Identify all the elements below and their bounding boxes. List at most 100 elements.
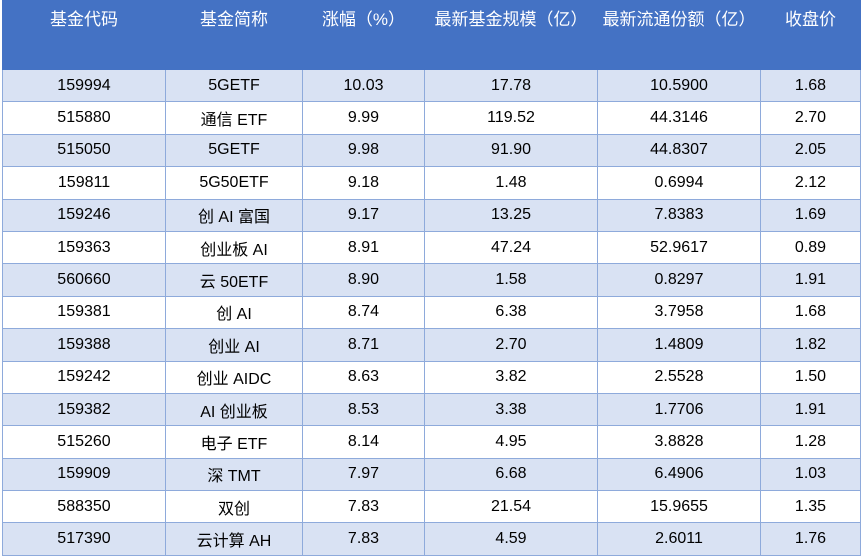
table-row: 159382 AI 创业板 8.53 3.38 1.7706 1.91 — [2, 392, 861, 427]
table-cell: 2.70 — [760, 101, 861, 135]
table-cell: 3.7958 — [597, 295, 761, 330]
header-cell: 收盘价 — [760, 0, 861, 70]
table-cell: 6.38 — [424, 295, 598, 330]
header-row: 基金代码 基金简称 涨幅（%） 最新基金规模（亿） 最新流通份额（亿） 收盘价 — [2, 0, 861, 70]
table-cell: 创业 AIDC — [165, 360, 303, 394]
table-row: 159994 5GETF 10.03 17.78 10.5900 1.68 — [2, 68, 861, 103]
table-row: 515880 通信 ETF 9.99 119.52 44.3146 2.70 — [2, 101, 861, 135]
table-row: 159246 创 AI 富国 9.17 13.25 7.8383 1.69 — [2, 198, 861, 232]
table-cell: 0.8297 — [597, 263, 761, 297]
table-cell: 52.9617 — [597, 230, 761, 265]
table-cell: 44.3146 — [597, 101, 761, 135]
table-cell: 159994 — [2, 68, 166, 103]
table-cell: 1.68 — [760, 295, 861, 330]
table-row: 159381 创 AI 8.74 6.38 3.7958 1.68 — [2, 295, 861, 330]
table-cell: 2.05 — [760, 133, 861, 168]
table-cell: 2.6011 — [597, 522, 761, 556]
table-cell: 8.14 — [302, 425, 425, 459]
table-cell: 1.69 — [760, 198, 861, 232]
table-cell: 159381 — [2, 295, 166, 330]
table-cell: 8.90 — [302, 263, 425, 297]
table-cell: 8.53 — [302, 392, 425, 427]
table-cell: 1.82 — [760, 328, 861, 362]
table-cell: 0.89 — [760, 230, 861, 265]
table-cell: 515260 — [2, 425, 166, 459]
table-cell: 2.12 — [760, 166, 861, 200]
table-row: 159388 创业 AI 8.71 2.70 1.4809 1.82 — [2, 328, 861, 362]
table-row: 515050 5GETF 9.98 91.90 44.8307 2.05 — [2, 133, 861, 168]
table-cell: 517390 — [2, 522, 166, 556]
table-cell: 1.50 — [760, 360, 861, 394]
table-cell: 15.9655 — [597, 490, 761, 524]
table-cell: 2.5528 — [597, 360, 761, 394]
table-cell: 7.97 — [302, 457, 425, 492]
table-cell: 515880 — [2, 101, 166, 135]
table-cell: 9.18 — [302, 166, 425, 200]
table-cell: 创业 AI — [165, 328, 303, 362]
table-cell: 8.91 — [302, 230, 425, 265]
table-cell: 7.83 — [302, 522, 425, 556]
table-row: 515260 电子 ETF 8.14 4.95 3.8828 1.28 — [2, 425, 861, 459]
header-cell: 涨幅（%） — [302, 0, 425, 70]
table-cell: 3.82 — [424, 360, 598, 394]
table-cell: 5GETF — [165, 133, 303, 168]
table-cell: 4.95 — [424, 425, 598, 459]
table-row: 159811 5G50ETF 9.18 1.48 0.6994 2.12 — [2, 166, 861, 200]
table-cell: 8.74 — [302, 295, 425, 330]
table-cell: 7.83 — [302, 490, 425, 524]
table-cell: 5G50ETF — [165, 166, 303, 200]
table-cell: 159363 — [2, 230, 166, 265]
table-cell: 0.6994 — [597, 166, 761, 200]
table-cell: 13.25 — [424, 198, 598, 232]
table-cell: 159909 — [2, 457, 166, 492]
table-cell: 1.35 — [760, 490, 861, 524]
table-cell: 1.03 — [760, 457, 861, 492]
table-cell: 2.70 — [424, 328, 598, 362]
table-cell: 3.8828 — [597, 425, 761, 459]
table-cell: 1.48 — [424, 166, 598, 200]
table-cell: 159246 — [2, 198, 166, 232]
table-cell: 9.99 — [302, 101, 425, 135]
table-cell: 6.4906 — [597, 457, 761, 492]
table-cell: 1.4809 — [597, 328, 761, 362]
table-cell: 10.03 — [302, 68, 425, 103]
table-cell: 10.5900 — [597, 68, 761, 103]
table-cell: 9.98 — [302, 133, 425, 168]
table-cell: 560660 — [2, 263, 166, 297]
table-cell: 17.78 — [424, 68, 598, 103]
table-row: 159363 创业板 AI 8.91 47.24 52.9617 0.89 — [2, 230, 861, 265]
table-cell: 1.91 — [760, 263, 861, 297]
table-cell: 159382 — [2, 392, 166, 427]
table-cell: 515050 — [2, 133, 166, 168]
table-cell: 47.24 — [424, 230, 598, 265]
table-cell: 创业板 AI — [165, 230, 303, 265]
table-cell: 159811 — [2, 166, 166, 200]
table-cell: 创 AI — [165, 295, 303, 330]
table-cell: 6.68 — [424, 457, 598, 492]
table-cell: 159388 — [2, 328, 166, 362]
table-cell: 1.7706 — [597, 392, 761, 427]
table-row: 588350 双创 7.83 21.54 15.9655 1.35 — [2, 490, 861, 524]
table-cell: 云 50ETF — [165, 263, 303, 297]
table-cell: 通信 ETF — [165, 101, 303, 135]
table-cell: 44.8307 — [597, 133, 761, 168]
table-cell: 5GETF — [165, 68, 303, 103]
table-cell: 1.68 — [760, 68, 861, 103]
header-cell: 基金代码 — [2, 0, 166, 70]
table-cell: 电子 ETF — [165, 425, 303, 459]
table-cell: 159242 — [2, 360, 166, 394]
header-cell: 最新流通份额（亿） — [597, 0, 761, 70]
header-cell: 基金简称 — [165, 0, 303, 70]
table-cell: 创 AI 富国 — [165, 198, 303, 232]
table-cell: 21.54 — [424, 490, 598, 524]
header-cell: 最新基金规模（亿） — [424, 0, 598, 70]
table-cell: 8.71 — [302, 328, 425, 362]
table-cell: 9.17 — [302, 198, 425, 232]
table-row: 159242 创业 AIDC 8.63 3.82 2.5528 1.50 — [2, 360, 861, 394]
table-row: 560660 云 50ETF 8.90 1.58 0.8297 1.91 — [2, 263, 861, 297]
table-cell: 云计算 AH — [165, 522, 303, 556]
table-cell: 深 TMT — [165, 457, 303, 492]
table-cell: 8.63 — [302, 360, 425, 394]
